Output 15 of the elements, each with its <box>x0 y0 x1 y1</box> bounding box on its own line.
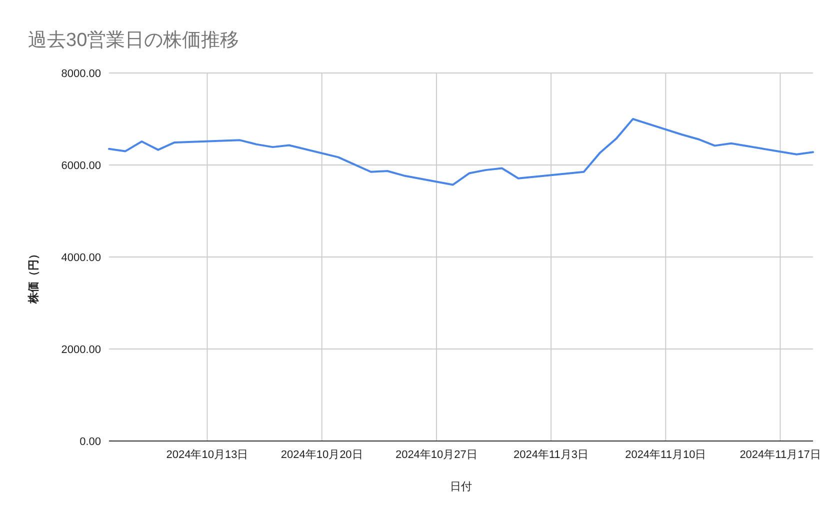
x-tick-label: 2024年10月20日 <box>280 449 363 461</box>
x-axis-title: 日付 <box>450 481 472 493</box>
x-tick-label: 2024年11月3日 <box>514 449 589 461</box>
y-tick-label: 4000.00 <box>61 252 101 264</box>
x-tick-label: 2024年10月13日 <box>166 449 248 461</box>
y-tick-label: 2000.00 <box>61 344 101 356</box>
y-tick-label: 8000.00 <box>61 68 101 80</box>
line-series <box>108 118 814 186</box>
x-tick-label: 2024年11月17日 <box>740 449 821 461</box>
x-tick-label: 2024年11月10日 <box>625 449 706 461</box>
x-tick-label: 2024年10月27日 <box>395 449 478 461</box>
y-tick-label: 0.00 <box>80 436 101 448</box>
y-tick-label: 6000.00 <box>61 160 101 172</box>
chart-title: 過去30営業日の株価推移 <box>28 30 240 51</box>
y-axis-title: 株価（円） <box>27 248 40 304</box>
